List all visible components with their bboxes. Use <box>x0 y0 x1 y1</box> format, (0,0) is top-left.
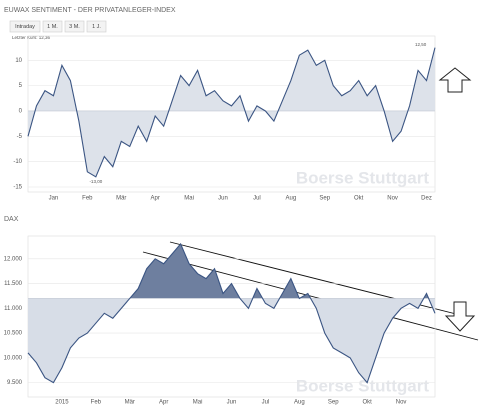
x-tick-label: 2015 <box>55 400 69 406</box>
tab-label: Intraday <box>15 24 35 30</box>
x-tick-label: Apr <box>159 400 168 406</box>
x-tick-label: Aug <box>286 196 297 202</box>
x-tick-label: Mai <box>184 196 194 202</box>
x-tick-label: Nov <box>387 196 398 202</box>
x-tick-label: Jun <box>218 196 228 202</box>
y-tick-label: -10 <box>13 159 22 165</box>
y-tick-label: -15 <box>13 185 22 191</box>
tab-button[interactable] <box>64 20 85 33</box>
x-tick-label: Mär <box>125 400 135 406</box>
tab-label: 1 J. <box>92 24 101 30</box>
x-tick-label: Jul <box>262 400 270 406</box>
watermark: Boerse Stuttgart <box>296 376 430 395</box>
x-tick-label: Aug <box>294 400 305 406</box>
area-below <box>28 110 435 177</box>
y-tick-label: 10.500 <box>4 331 23 337</box>
last-price-note: Letzter Kurs: 12,36 <box>12 35 51 40</box>
chart-title: EUWAX SENTIMENT - DER PRIVATANLEGER-INDE… <box>4 7 176 14</box>
area-above <box>129 243 429 299</box>
x-tick-label: Jul <box>253 196 261 202</box>
x-tick-label: Nov <box>396 400 407 406</box>
x-tick-label: Jun <box>227 400 237 406</box>
tab-label: 1 M. <box>47 24 58 30</box>
x-tick-label: Okt <box>354 196 364 202</box>
area-below <box>28 298 435 383</box>
y-tick-label: -5 <box>17 134 23 140</box>
annotation: -13,00 <box>89 179 102 184</box>
x-tick-label: Mär <box>116 196 126 202</box>
decoration <box>142 67 479 341</box>
x-tick-label: Sep <box>319 196 330 202</box>
line <box>27 47 436 178</box>
y-tick-label: 12.000 <box>4 256 23 262</box>
x-tick-label: Jan <box>49 196 59 202</box>
area-above <box>35 47 435 111</box>
x-tick-label: Feb <box>82 196 93 202</box>
x-tick-label: Okt <box>362 400 372 406</box>
x-tick-label: Mai <box>193 400 203 406</box>
y-tick-label: 11.500 <box>4 281 23 287</box>
y-tick-label: 10 <box>15 58 22 64</box>
x-tick-label: Apr <box>151 196 160 202</box>
line <box>27 242 436 384</box>
tab-label: 3 M. <box>69 24 80 30</box>
chart-title: DAX <box>4 216 19 223</box>
watermark: Boerse Stuttgart <box>296 168 430 187</box>
y-tick-label: 0 <box>19 109 23 115</box>
x-tick-label: Dez <box>421 196 432 202</box>
tab-button[interactable] <box>86 20 107 33</box>
tab-button[interactable] <box>9 20 41 33</box>
y-tick-label: 9.500 <box>7 380 23 386</box>
y-tick-label: 5 <box>19 83 23 89</box>
x-tick-label: Sep <box>328 400 339 406</box>
tab-button[interactable] <box>42 20 63 33</box>
y-tick-label: 10.000 <box>4 355 23 361</box>
x-tick-label: Feb <box>91 400 102 406</box>
annotation: 12,50 <box>415 42 427 47</box>
y-tick-label: 11.000 <box>4 306 23 312</box>
